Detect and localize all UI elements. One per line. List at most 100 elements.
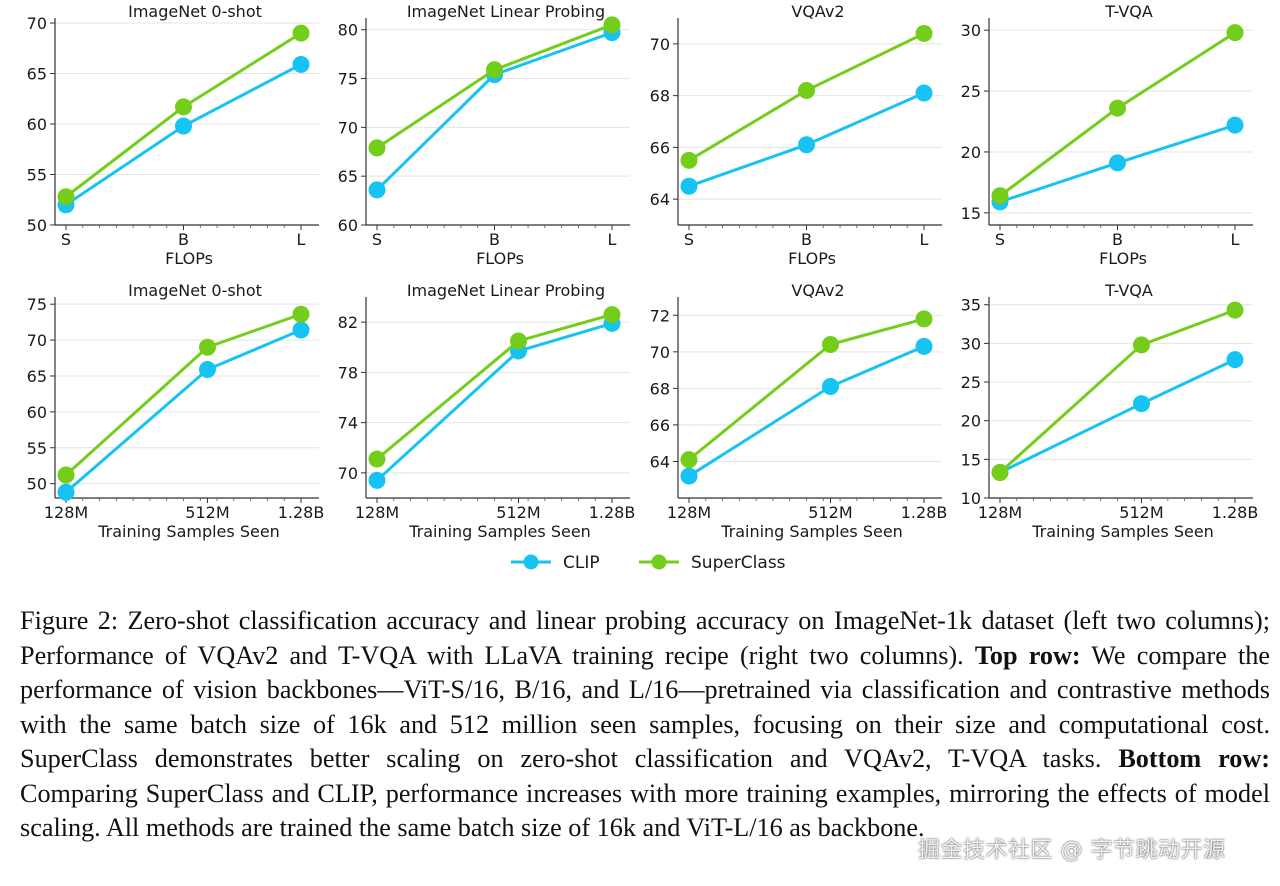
x-tick-label: L (297, 230, 306, 249)
x-tick-label: 512M (1119, 503, 1163, 522)
data-point-superclass (57, 188, 75, 206)
x-tick-label: 512M (185, 503, 229, 522)
x-tick-label: 1.28B (1212, 503, 1259, 522)
chart-panel-4: 15 20 25 30 S B L T-VQA FLOPs (961, 2, 1253, 268)
data-point-superclass (57, 466, 75, 484)
y-tick-label: 60 (27, 403, 47, 422)
series-line-superclass (376, 23, 613, 150)
x-tick-label: 512M (808, 503, 852, 522)
legend-marker-clip (523, 554, 539, 570)
chart-title: ImageNet Linear Probing (407, 281, 605, 300)
legend: CLIP SuperClass (511, 553, 786, 573)
x-tick-label: 512M (496, 503, 540, 522)
data-point-clip (368, 181, 386, 199)
x-tick-label: 1.28B (901, 503, 948, 522)
data-point-clip (915, 84, 933, 102)
x-axis-label: Training Samples Seen (1031, 522, 1214, 541)
y-tick-label: 75 (27, 295, 47, 314)
data-point-clip (821, 378, 839, 396)
y-tick-label: 15 (961, 204, 981, 223)
y-tick-label: 82 (338, 313, 358, 332)
x-tick-label: L (920, 230, 929, 249)
chart-panel-1: 50 55 60 65 70 S B L ImageNet 0-shot FLOPs (27, 2, 319, 268)
x-axis-label: FLOPs (476, 249, 524, 268)
caption-text-2: We compare the performance of vision bac… (20, 640, 1270, 774)
legend-label-superclass: SuperClass (691, 553, 786, 573)
figure-caption: Figure 2: Zero-shot classification accur… (20, 604, 1270, 846)
watermark: 掘金技术社区 @ 字节跳动开源 (918, 838, 1226, 863)
caption-text-3: Comparing SuperClass and CLIP, performan… (20, 778, 1270, 843)
data-point-superclass (198, 338, 216, 356)
x-tick-label: B (1112, 230, 1123, 249)
series-line-clip (65, 63, 302, 207)
legend-marker-superclass (651, 554, 667, 570)
data-point-clip (1226, 116, 1244, 134)
x-tick-label: 1.28B (278, 503, 325, 522)
x-tick-label: S (995, 230, 1005, 249)
data-point-clip (292, 55, 310, 73)
y-tick-label: 60 (338, 216, 358, 235)
y-tick-label: 25 (961, 82, 981, 101)
y-tick-label: 68 (650, 379, 670, 398)
y-tick-label: 80 (338, 21, 358, 40)
data-point-clip (680, 467, 698, 485)
x-tick-label: B (801, 230, 812, 249)
chart-title: T-VQA (1104, 281, 1153, 300)
chart-title: ImageNet Linear Probing (407, 2, 605, 21)
data-point-clip (1132, 395, 1150, 413)
data-point-superclass (1226, 24, 1244, 42)
x-axis-label: Training Samples Seen (97, 522, 280, 541)
data-point-superclass (798, 81, 815, 99)
x-axis-label: FLOPs (788, 249, 836, 268)
y-tick-label: 66 (650, 138, 670, 157)
x-tick-label: S (372, 230, 382, 249)
y-tick-label: 78 (338, 363, 358, 382)
data-point-superclass (1226, 301, 1244, 319)
chart-panel-5: 50 55 60 65 70 75 128M 512M 1.28B ImageNet 0-shot… (27, 281, 325, 541)
y-tick-label: 30 (961, 334, 981, 353)
x-tick-label: 128M (667, 503, 711, 522)
data-point-superclass (603, 306, 621, 324)
data-point-clip (798, 136, 815, 154)
data-point-superclass (509, 332, 527, 350)
legend-label-clip: CLIP (563, 553, 600, 573)
chart-title: VQAv2 (791, 2, 844, 21)
data-point-superclass (486, 61, 503, 79)
chart-panel-8: 10 15 20 25 30 35 128M 512M 1.28B T-VQA Training S… (961, 281, 1259, 541)
y-tick-label: 70 (27, 331, 47, 350)
x-axis-label: FLOPs (1099, 249, 1147, 268)
y-tick-label: 55 (27, 439, 47, 458)
data-point-superclass (991, 463, 1009, 481)
data-point-superclass (1132, 336, 1150, 354)
data-point-superclass (991, 187, 1009, 205)
y-tick-label: 50 (27, 216, 47, 235)
x-tick-label: S (684, 230, 694, 249)
y-tick-label: 50 (27, 475, 47, 494)
y-tick-label: 70 (338, 464, 358, 483)
y-tick-label: 75 (338, 70, 358, 89)
y-tick-label: 15 (961, 450, 981, 469)
series-line-clip (375, 31, 613, 191)
x-tick-label: 128M (978, 503, 1022, 522)
x-tick-label: S (61, 230, 71, 249)
series-line-clip (375, 321, 613, 482)
caption-bold-top-row: Top row: (974, 640, 1081, 670)
x-tick-label: L (1231, 230, 1240, 249)
data-point-clip (175, 117, 192, 135)
data-point-clip (368, 471, 386, 489)
caption-bold-bottom-row: Bottom row: (1118, 744, 1270, 773)
x-tick-label: B (178, 230, 189, 249)
y-tick-label: 66 (650, 416, 670, 435)
data-point-superclass (915, 310, 933, 328)
y-tick-label: 20 (961, 412, 981, 431)
x-tick-label: 1.28B (589, 503, 636, 522)
chart-title: VQAv2 (791, 281, 844, 300)
x-tick-label: 128M (44, 503, 88, 522)
y-tick-label: 68 (650, 87, 670, 106)
chart-title: T-VQA (1104, 2, 1153, 21)
chart-title: ImageNet 0-shot (128, 281, 262, 300)
data-point-clip (680, 177, 698, 195)
data-point-superclass (680, 151, 698, 169)
series-line-clip (65, 328, 302, 494)
